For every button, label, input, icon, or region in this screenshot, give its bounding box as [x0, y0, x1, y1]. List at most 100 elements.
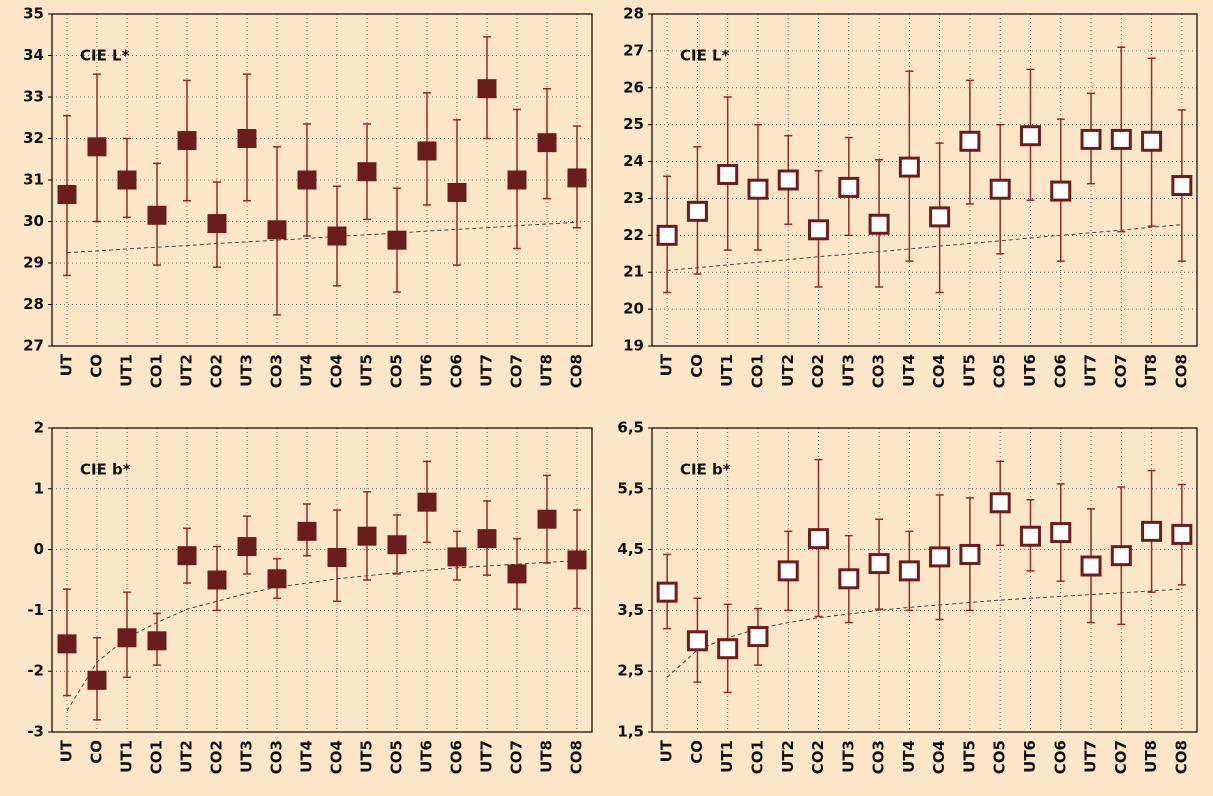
marker [898, 156, 920, 178]
y-tick-label: 27 [623, 41, 644, 59]
x-tick-label: CO5 [991, 740, 1009, 774]
marker [447, 547, 467, 567]
y-tick-label: 19 [623, 337, 644, 355]
marker [1110, 545, 1132, 567]
y-tick-label: 33 [23, 88, 44, 106]
x-tick-label: UT5 [960, 354, 978, 387]
marker [417, 492, 437, 512]
marker [297, 521, 317, 541]
marker [929, 206, 951, 228]
marker [1019, 525, 1041, 547]
x-tick-label: CO4 [328, 740, 346, 774]
x-tick-label: CO [88, 354, 106, 378]
marker [1171, 175, 1193, 197]
marker [87, 137, 107, 157]
plot-frame [51, 13, 593, 347]
marker [477, 529, 497, 549]
y-tick-label: 29 [23, 254, 44, 272]
marker [989, 178, 1011, 200]
marker [1080, 555, 1102, 577]
x-tick-label: UT7 [1082, 354, 1100, 387]
y-tick-label: 24 [623, 152, 644, 170]
marker [777, 169, 799, 191]
marker [267, 569, 287, 589]
x-tick-label: CO1 [148, 354, 166, 388]
marker [1141, 130, 1163, 152]
x-tick-label: CO4 [328, 354, 346, 388]
y-tick-label: 25 [623, 115, 644, 133]
trend-line [66, 560, 578, 711]
panel: 27 28 29 30 31 32 33 34 35 UT CO UT1 CO1 UT2 CO2 UT3 CO3… [23, 5, 593, 388]
marker [537, 133, 557, 153]
y-tick-label: 2,5 [617, 662, 644, 680]
x-tick-label: CO4 [930, 740, 948, 774]
x-tick-label: UT1 [718, 354, 736, 387]
marker [868, 553, 890, 575]
x-tick-label: UT8 [538, 740, 556, 773]
x-tick-label: CO6 [1051, 740, 1069, 774]
marker [387, 230, 407, 250]
x-tick-label: UT1 [118, 740, 136, 773]
x-tick-label: UT7 [478, 740, 496, 773]
x-tick-label: UT2 [178, 740, 196, 773]
x-tick-label: CO [88, 740, 106, 764]
y-tick-label: 5,5 [617, 479, 644, 497]
marker [357, 526, 377, 546]
panel: -3 -2 -1 0 1 2 UT CO UT1 CO1 UT2 CO2 UT3 CO3 UT4 CO4 UT5… [27, 419, 593, 774]
marker [477, 79, 497, 99]
y-tick-label: 31 [23, 171, 44, 189]
plot-frame [651, 427, 1198, 733]
y-tick-label: 2 [34, 419, 44, 437]
x-tick-label: UT1 [718, 740, 736, 773]
x-tick-label: UT6 [418, 740, 436, 773]
x-tick-label: UT6 [418, 354, 436, 387]
y-tick-label: 26 [623, 78, 644, 96]
marker [929, 546, 951, 568]
y-tick-label: 21 [623, 263, 644, 281]
x-tick-label: CO3 [268, 354, 286, 388]
marker [237, 129, 257, 148]
marker [959, 543, 981, 565]
x-tick-label: UT5 [358, 740, 376, 773]
y-tick-label: 1 [34, 479, 44, 497]
x-tick-label: UT [658, 739, 676, 762]
x-tick-label: CO5 [991, 354, 1009, 388]
marker [686, 200, 708, 222]
marker [297, 170, 317, 190]
marker [747, 626, 769, 648]
marker [1019, 125, 1041, 147]
marker [989, 492, 1011, 514]
marker [1171, 523, 1193, 545]
x-tick-label: UT4 [298, 354, 316, 387]
marker [1050, 180, 1072, 202]
marker [87, 670, 107, 690]
trend-line [666, 588, 1182, 678]
marker [117, 628, 137, 648]
marker [537, 509, 557, 529]
x-tick-label: UT8 [1142, 354, 1160, 387]
x-tick-label: UT [658, 353, 676, 376]
marker [777, 560, 799, 582]
marker [177, 546, 197, 566]
x-tick-label: UT2 [178, 354, 196, 387]
x-tick-label: UT [58, 739, 76, 762]
x-tick-label: UT6 [1021, 354, 1039, 387]
x-tick-label: UT3 [839, 354, 857, 387]
x-tick-label: CO [688, 354, 706, 378]
marker [207, 214, 227, 234]
marker [959, 130, 981, 152]
marker [177, 131, 197, 151]
marker [237, 537, 257, 557]
x-tick-label: CO1 [148, 740, 166, 774]
y-tick-label: 20 [623, 300, 644, 318]
y-tick-label: 0 [34, 540, 44, 558]
marker [147, 631, 167, 651]
y-tick-label: 34 [23, 46, 44, 64]
x-tick-label: UT3 [238, 354, 256, 387]
x-tick-label: CO7 [1112, 354, 1130, 388]
x-tick-label: CO2 [809, 354, 827, 388]
x-tick-label: CO2 [208, 740, 226, 774]
x-tick-label: CO7 [1112, 740, 1130, 774]
x-tick-label: CO5 [388, 354, 406, 388]
